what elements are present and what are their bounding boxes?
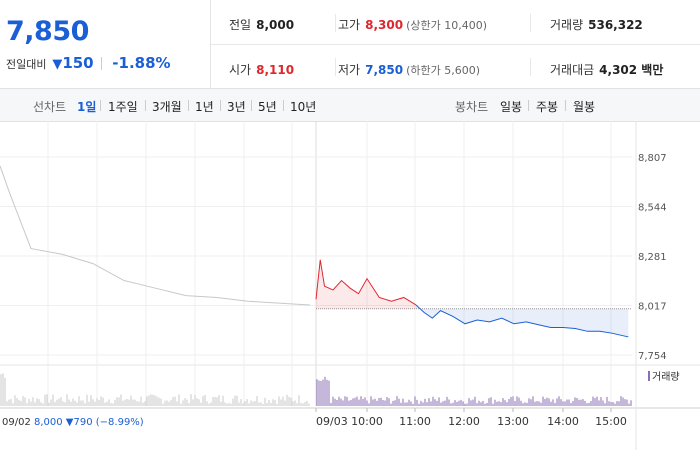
change-rate: -1.88% bbox=[112, 54, 171, 72]
prev-day-note: 09/02 8,000 ▼790 (−8.99%) bbox=[2, 417, 144, 428]
x-tick-label: 13:00 bbox=[497, 415, 529, 428]
today-up-price-line bbox=[315, 259, 417, 306]
divider bbox=[211, 44, 700, 45]
x-tick-label: 10:00 bbox=[351, 415, 383, 428]
x-tick-label: 14:00 bbox=[547, 415, 579, 428]
divider bbox=[283, 100, 284, 111]
x-tick-label: 11:00 bbox=[399, 415, 431, 428]
line-chart-label: 선차트 bbox=[33, 100, 67, 114]
prev-day-date: 09/02 bbox=[2, 417, 34, 428]
stat-high: 고가 8,300 (상한가 10,400) bbox=[338, 16, 487, 33]
stat-prev-close: 전일 8,000 bbox=[229, 16, 294, 33]
divider bbox=[251, 100, 252, 111]
divider bbox=[528, 100, 529, 111]
y-tick-label: 8,544 bbox=[638, 203, 667, 214]
x-tick-label: 09/03 bbox=[316, 415, 348, 428]
stock-summary: 7,850 전일대비 ▼150 -1.88% 전일 8,000 고가 8,300 (상… bbox=[0, 0, 700, 88]
tab-1-week[interactable]: 1주일 bbox=[108, 100, 138, 114]
divider bbox=[565, 100, 566, 111]
tab-daily-candle[interactable]: 일봉 bbox=[500, 100, 523, 114]
today-down-price-line bbox=[415, 304, 629, 338]
price-chart-svg: 8,807 8,544 8,281 8,017 7,754 거래량 09/03 10:00 11… bbox=[0, 121, 700, 450]
y-tick-label: 7,754 bbox=[638, 351, 667, 362]
volume-legend-label: 거래량 bbox=[652, 371, 680, 383]
x-tick-label: 15:00 bbox=[595, 415, 627, 428]
stat-volume: 거래량 536,322 bbox=[550, 16, 643, 33]
divider bbox=[188, 100, 189, 111]
y-tick-label: 8,281 bbox=[638, 252, 667, 263]
divider bbox=[530, 58, 531, 76]
upper-limit: (상한가 10,400) bbox=[406, 19, 487, 32]
stat-low: 저가 7,850 (하한가 5,600) bbox=[338, 61, 480, 78]
y-tick-label: 8,017 bbox=[638, 302, 667, 313]
change-value: 150 bbox=[62, 54, 94, 72]
prev-day-price-line bbox=[0, 165, 311, 306]
stat-open: 시가 8,110 bbox=[229, 61, 294, 78]
change-label: 전일대비 bbox=[6, 58, 47, 71]
tab-3-years[interactable]: 3년 bbox=[227, 100, 246, 114]
stat-label: 시가 bbox=[229, 63, 252, 77]
stat-label: 전일 bbox=[229, 18, 252, 32]
stat-value: 7,850 bbox=[365, 63, 404, 77]
up-area-fill bbox=[316, 259, 416, 309]
change-row: 전일대비 ▼150 -1.88% bbox=[6, 54, 171, 72]
price-chart: 8,807 8,544 8,281 8,017 7,754 거래량 09/03 10:00 11… bbox=[0, 121, 700, 450]
tab-monthly-candle[interactable]: 월봉 bbox=[573, 100, 596, 114]
down-triangle-icon: ▼ bbox=[52, 57, 63, 72]
stat-value: 8,300 bbox=[365, 18, 404, 32]
stat-label: 저가 bbox=[338, 63, 361, 77]
prev-day-change: 8,000 ▼790 (−8.99%) bbox=[34, 417, 144, 428]
divider bbox=[145, 100, 146, 111]
tab-1-year[interactable]: 1년 bbox=[195, 100, 214, 114]
current-price: 7,850 bbox=[6, 16, 89, 47]
chart-period-tabs: 선차트 1일 1주일 3개월 1년 3년 5년 10년 봉차트 일봉 주봉 월봉 bbox=[0, 88, 700, 122]
tab-5-years[interactable]: 5년 bbox=[258, 100, 277, 114]
divider bbox=[100, 100, 101, 111]
y-tick-label: 8,807 bbox=[638, 153, 667, 164]
stat-amount: 거래대금 4,302 백만 bbox=[550, 61, 663, 78]
x-tick-label: 12:00 bbox=[448, 415, 480, 428]
tab-weekly-candle[interactable]: 주봉 bbox=[536, 100, 559, 114]
tab-3-months[interactable]: 3개월 bbox=[152, 100, 182, 114]
stat-label: 거래량 bbox=[550, 18, 584, 32]
lower-limit: (하한가 5,600) bbox=[406, 64, 480, 77]
stat-value: 4,302 백만 bbox=[599, 63, 664, 77]
stat-value: 536,322 bbox=[588, 18, 643, 32]
stat-label: 고가 bbox=[338, 18, 361, 32]
divider bbox=[220, 100, 221, 111]
divider bbox=[530, 14, 531, 32]
divider bbox=[335, 14, 336, 32]
price-box: 7,850 전일대비 ▼150 -1.88% bbox=[0, 0, 211, 88]
volume-legend-swatch bbox=[648, 371, 650, 381]
tab-10-years[interactable]: 10년 bbox=[290, 100, 317, 114]
stat-value: 8,110 bbox=[256, 63, 295, 77]
divider bbox=[101, 57, 103, 70]
divider bbox=[335, 58, 336, 76]
down-area-fill bbox=[416, 304, 629, 337]
stat-label: 거래대금 bbox=[550, 63, 595, 77]
tab-1-day[interactable]: 1일 bbox=[77, 100, 97, 114]
candle-chart-label: 봉차트 bbox=[455, 100, 489, 114]
stat-value: 8,000 bbox=[256, 18, 295, 32]
